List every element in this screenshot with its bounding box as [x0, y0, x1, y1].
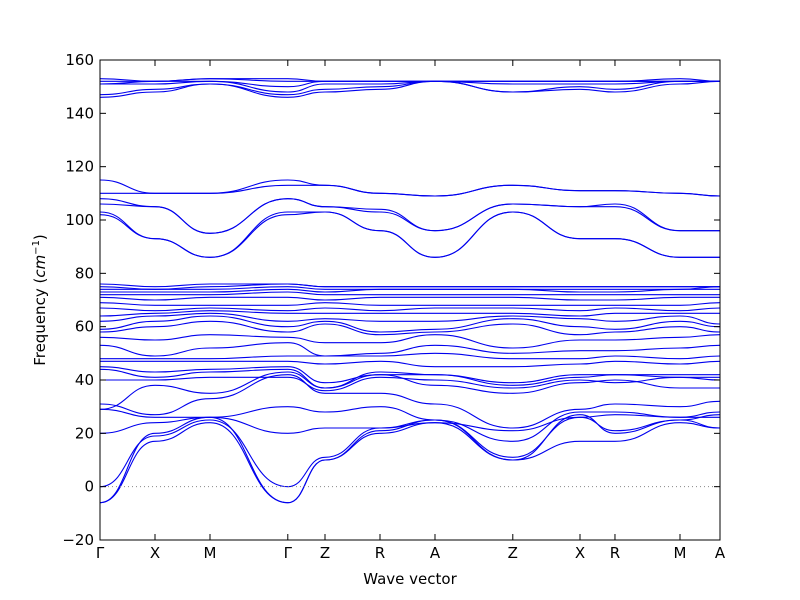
band-line-20: [99, 302, 721, 306]
y-tick-label: 80: [75, 264, 94, 282]
band-line-12: [100, 352, 721, 360]
y-tick-label: 40: [75, 371, 94, 389]
band-line-16: [99, 315, 721, 333]
band-line-35: [100, 80, 720, 93]
x-tick-label: A: [715, 544, 726, 562]
band-lines: [99, 78, 721, 504]
band-line-17: [99, 312, 721, 325]
band-line-24: [100, 286, 721, 290]
x-tick-label: R: [375, 544, 385, 562]
band-line-14: [99, 334, 721, 349]
band-line-10: [99, 366, 720, 384]
x-tick-label: Z: [508, 544, 518, 562]
x-tick-label: X: [150, 544, 160, 562]
band-line-1: [99, 414, 721, 504]
x-tick-label: M: [204, 544, 217, 562]
band-line-22: [99, 291, 720, 296]
x-tick-label: A: [430, 544, 441, 562]
band-line-32: [99, 179, 721, 197]
y-axis-label: Frequency (cm−1): [31, 234, 49, 366]
band-line-19: [99, 307, 721, 312]
y-tick-label: 60: [75, 318, 94, 336]
x-tick-label: R: [610, 544, 620, 562]
band-line-5: [99, 406, 720, 442]
y-tick-label: 20: [75, 424, 94, 442]
y-tick-label: 100: [65, 211, 94, 229]
y-tick-label: −20: [62, 531, 94, 549]
band-line-34: [99, 80, 720, 96]
band-line-38: [99, 78, 721, 82]
band-line-11: [100, 360, 721, 368]
y-axis-ticks: −20 0 20 40 60 80 100 120 140 160: [62, 51, 720, 549]
x-tick-label: M: [674, 544, 687, 562]
y-axis-label-unit: cm: [31, 255, 49, 278]
band-line-28: [99, 211, 721, 258]
y-axis-label-suffix: ): [31, 234, 49, 240]
band-line-13: [99, 342, 721, 357]
x-tick-label: X: [575, 544, 585, 562]
band-line-8: [99, 376, 721, 392]
band-line-15: [99, 320, 721, 336]
band-line-30: [99, 198, 720, 234]
x-tick-label: Z: [320, 544, 330, 562]
x-axis-label: Wave vector: [363, 570, 457, 588]
band-line-7: [99, 371, 720, 410]
band-line-26: [99, 283, 720, 288]
x-tick-label: Γ: [284, 544, 293, 562]
band-line-6: [99, 374, 721, 429]
y-axis-label-exponent: −1: [31, 240, 42, 255]
y-axis-label-prefix: Frequency (: [31, 278, 49, 366]
y-tick-label: 140: [65, 104, 94, 122]
y-tick-label: 0: [84, 478, 94, 496]
band-line-21: [99, 296, 720, 301]
y-tick-label: 160: [65, 51, 94, 69]
plot-frame: [99, 59, 721, 541]
band-line-18: [99, 310, 720, 317]
band-line-2: [99, 422, 721, 504]
band-line-27: [99, 211, 721, 258]
y-tick-label: 120: [65, 158, 94, 176]
x-tick-label: Γ: [96, 544, 105, 562]
